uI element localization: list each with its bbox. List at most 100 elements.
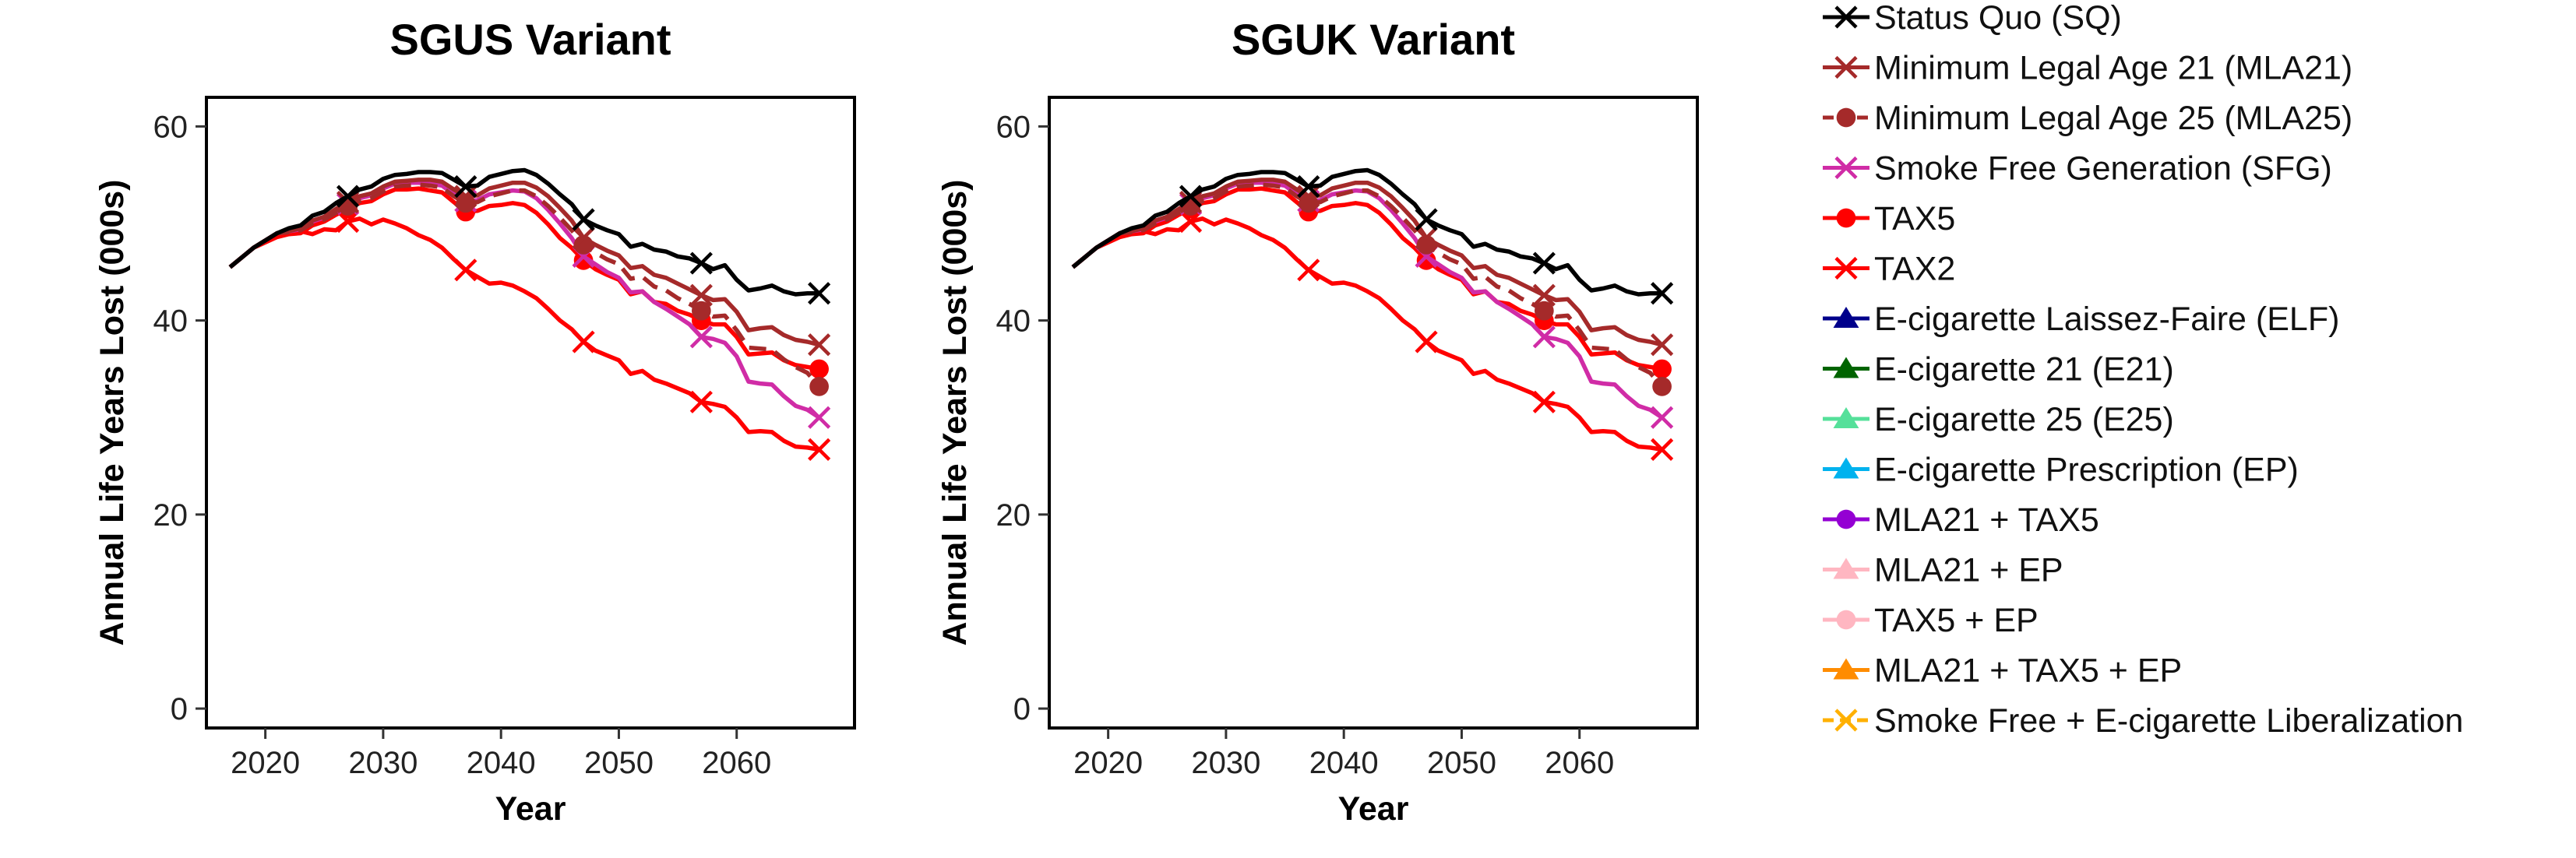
- data-point: [572, 208, 595, 231]
- data-point: [336, 185, 360, 208]
- data-point: [1416, 251, 1436, 270]
- y-tick-label: 0: [1013, 692, 1031, 726]
- y-tick-label: 40: [153, 304, 189, 339]
- y-tick-label: 60: [996, 110, 1031, 144]
- x-tick-label: 2060: [702, 746, 771, 780]
- legend-label: MLA21 + EP: [1874, 552, 2063, 589]
- legend-item-mla21_ep: MLA21 + EP: [1823, 552, 2063, 589]
- legend-label: MLA21 + TAX5 + EP: [1874, 652, 2182, 690]
- data-point: [1415, 227, 1438, 250]
- x-tick-label: 2040: [1309, 746, 1379, 780]
- legend-item-mla21_tax5_ep: MLA21 + TAX5 + EP: [1823, 652, 2182, 690]
- series-mla21: [1071, 178, 1674, 357]
- circle-icon: [1836, 208, 1856, 228]
- legend-item-e25: E-cigarette 25 (E25): [1823, 401, 2174, 438]
- y-tick-label: 20: [153, 498, 189, 533]
- legend-label: Smoke Free + E-cigarette Liberalization: [1874, 702, 2463, 740]
- y-axis-label: Annual Life Years Lost (000s): [93, 179, 131, 645]
- circle-icon: [1836, 509, 1856, 529]
- legend-label: Minimum Legal Age 21 (MLA21): [1874, 50, 2352, 87]
- triangle-icon: [1833, 658, 1859, 680]
- data-point: [808, 282, 831, 305]
- data-point: [691, 301, 711, 321]
- data-point: [572, 330, 595, 353]
- series-mla21: [228, 178, 831, 357]
- data-point: [1532, 390, 1556, 413]
- data-point: [1297, 185, 1320, 208]
- data-point: [1651, 406, 1674, 429]
- x-icon: [1834, 709, 1858, 732]
- x-tick-label: 2030: [348, 746, 418, 780]
- legend-label: E-cigarette 25 (E25): [1874, 401, 2174, 438]
- legend-item-tax5: TAX5: [1823, 200, 1955, 237]
- legend-item-tax2: TAX2: [1823, 251, 1955, 288]
- plot-frame: [1048, 96, 1699, 730]
- x-tick-label: 2050: [584, 746, 654, 780]
- legend-item-mla21_tax5: MLA21 + TAX5: [1823, 501, 2099, 539]
- x-tick-label: 2060: [1545, 746, 1614, 780]
- legend-item-e21: E-cigarette 21 (E21): [1823, 351, 2174, 389]
- legend: Status Quo (SQ) Minimum Legal Age 21 (MLA…: [1823, 0, 2463, 740]
- data-point: [1532, 283, 1556, 307]
- data-point: [454, 185, 477, 208]
- data-point: [1651, 438, 1674, 461]
- data-point: [1415, 208, 1438, 231]
- data-point: [454, 258, 477, 282]
- data-point: [1652, 377, 1672, 396]
- x-axis-label: Year: [1338, 790, 1409, 828]
- y-tick-label: 20: [996, 498, 1031, 533]
- data-point: [808, 438, 831, 461]
- legend-item-sf_ecl: Smoke Free + E-cigarette Liberalization: [1823, 702, 2463, 740]
- data-point: [808, 406, 831, 429]
- data-point: [1651, 282, 1674, 305]
- triangle-icon: [1833, 407, 1859, 428]
- data-point: [1532, 251, 1556, 275]
- data-point: [808, 333, 831, 357]
- data-point: [809, 377, 829, 396]
- x-tick-label: 2020: [1073, 746, 1143, 780]
- y-tick-label: 60: [153, 110, 189, 144]
- series-tax2: [1071, 209, 1674, 461]
- triangle-icon: [1833, 307, 1859, 328]
- y-axis-label: Annual Life Years Lost (000s): [936, 179, 974, 645]
- series-sq: [228, 167, 831, 305]
- legend-item-mla25: Minimum Legal Age 25 (MLA25): [1823, 100, 2352, 137]
- x-icon: [1834, 256, 1858, 280]
- data-point: [689, 283, 713, 307]
- legend-item-sq: Status Quo (SQ): [1823, 0, 2122, 37]
- data-point: [454, 175, 477, 199]
- data-point: [1652, 359, 1672, 379]
- data-point: [809, 359, 829, 379]
- triangle-icon: [1833, 357, 1859, 378]
- legend-label: TAX2: [1874, 251, 1955, 288]
- series-tax2: [228, 209, 831, 461]
- data-point: [573, 251, 594, 270]
- chart-title: SGUS Variant: [389, 15, 671, 64]
- triangle-icon: [1833, 457, 1859, 479]
- data-point: [689, 390, 713, 413]
- data-point: [1534, 301, 1554, 321]
- data-point: [689, 325, 713, 349]
- legend-label: Smoke Free Generation (SFG): [1874, 150, 2332, 188]
- legend-label: Minimum Legal Age 25 (MLA25): [1874, 100, 2352, 137]
- series-sq: [1071, 167, 1674, 305]
- legend-label: E-cigarette 21 (E21): [1874, 351, 2174, 389]
- legend-label: TAX5: [1874, 200, 1955, 237]
- data-point: [1299, 193, 1319, 213]
- circle-icon: [1836, 610, 1856, 630]
- legend-item-elf: E-cigarette Laissez-Faire (ELF): [1823, 301, 2339, 338]
- legend-item-sfg: Smoke Free Generation (SFG): [1823, 150, 2332, 188]
- x-icon: [1834, 5, 1858, 29]
- x-tick-label: 2040: [467, 746, 536, 780]
- legend-item-tax5_ep: TAX5 + EP: [1823, 602, 2039, 639]
- y-tick-label: 40: [996, 304, 1031, 339]
- data-point: [1532, 325, 1556, 349]
- data-point: [1179, 185, 1203, 208]
- x-tick-label: 2050: [1427, 746, 1496, 780]
- x-tick-label: 2020: [231, 746, 300, 780]
- circle-icon: [1836, 107, 1856, 128]
